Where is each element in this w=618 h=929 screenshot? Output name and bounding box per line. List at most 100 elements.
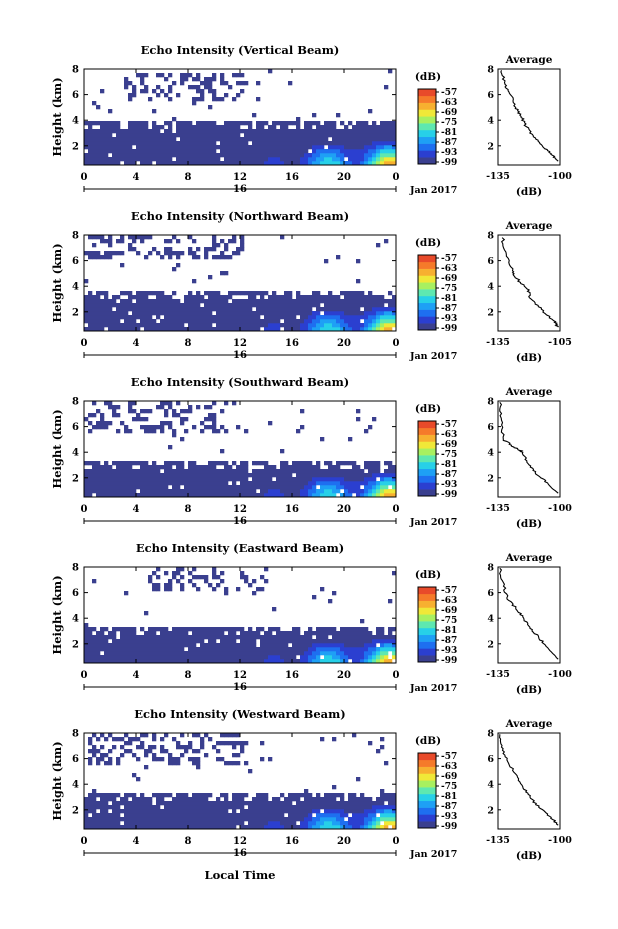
heatmap-cell [120,493,125,498]
heatmap-cell [200,647,205,652]
heatmap-cell [180,583,185,588]
heatmap-cell [388,469,393,474]
heatmap-cell [196,733,201,738]
profile-x-label: (dB) [516,684,542,696]
heatmap-cell [248,583,253,588]
heatmap-cell [248,813,253,818]
heatmap-cell [124,153,129,158]
y-axis-label: Height (km) [50,575,64,654]
heatmap-cell [272,125,277,130]
heatmap-cell [196,73,201,78]
heatmap-cell [128,235,133,240]
heatmap-cell [216,473,221,478]
heatmap-cell [108,319,113,324]
heatmap-cell [108,821,113,826]
heatmap-cell [220,323,225,328]
heatmap-cell [384,493,389,498]
heatmap-cell [320,737,325,742]
heatmap-cell [176,311,181,316]
colorbar-swatch [418,89,436,97]
heatmap-cell [304,647,309,652]
heatmap-cell [176,93,181,98]
heatmap-cell [308,141,313,146]
heatmap-cell [388,125,393,130]
heatmap-cell [160,425,165,430]
heatmap-cell [192,77,197,82]
heatmap-cell [352,149,357,154]
heatmap-cell [232,291,237,296]
heatmap-cell [108,631,113,636]
heatmap-cell [300,477,305,482]
heatmap-cell [292,307,297,312]
heatmap-cell [96,311,101,316]
heatmap-cell [288,311,293,316]
heatmap-cell [376,489,381,494]
heatmap-cell [368,129,373,134]
heatmap-cell [144,493,149,498]
heatmap-cell [384,489,389,494]
heatmap-cell [188,291,193,296]
heatmap-cell [364,161,369,166]
heatmap-cell [220,473,225,478]
heatmap-cell [236,659,241,664]
heatmap-cell [372,481,377,486]
heatmap-cell [192,97,197,102]
heatmap-cell [216,825,221,830]
heatmap-cell [168,631,173,636]
heatmap-cell [176,153,181,158]
heatmap-cell [360,793,365,798]
heatmap-cell [144,465,149,470]
heatmap-cell [212,97,217,102]
heatmap-cell [236,813,241,818]
heatmap-cell [192,101,197,106]
heatmap-cell [380,161,385,166]
heatmap-cell [144,477,149,482]
heatmap-cell [160,429,165,434]
heatmap-cell [352,659,357,664]
heatmap-cell [160,255,165,260]
heatmap-cell [192,145,197,150]
heatmap-cell [136,485,141,490]
heatmap-cell [208,141,213,146]
heatmap-cell [356,319,361,324]
heatmap-cell [384,327,389,332]
heatmap-cell [84,157,89,162]
heatmap-cell [148,477,153,482]
heatmap-cell [292,315,297,320]
heatmap-cell [116,477,121,482]
heatmap-cell [172,311,177,316]
heatmap-cell [148,659,153,664]
heatmap-cell [320,149,325,154]
heatmap-cell [336,133,341,138]
heatmap-cell [332,319,337,324]
heatmap-cell [200,659,205,664]
heatmap-cell [228,311,233,316]
heatmap-cell [288,465,293,470]
heatmap-cell [144,801,149,806]
heatmap-cell [124,81,129,86]
heatmap-cell [176,489,181,494]
heatmap-cell [256,659,261,664]
heatmap-cell [108,421,113,426]
heatmap-cell [104,753,109,758]
heatmap-cell [372,493,377,498]
heatmap-cell [212,651,217,656]
heatmap-cell [232,813,237,818]
heatmap-cell [144,481,149,486]
heatmap-cell [88,817,93,822]
heatmap-cell [252,461,257,466]
heatmap-cell [344,627,349,632]
heatmap-cell [248,299,253,304]
heatmap-cell [116,825,121,830]
heatmap-cell [308,493,313,498]
heatmap-cell [288,655,293,660]
heatmap-cell [312,311,317,316]
heatmap-cell [144,125,149,130]
heatmap-cell [124,299,129,304]
colorbar-frame [417,420,437,497]
heatmap-cell [96,647,101,652]
heatmap-cell [120,797,125,802]
heatmap-cell [120,801,125,806]
heatmap-cell [356,315,361,320]
heatmap-cell [228,639,233,644]
